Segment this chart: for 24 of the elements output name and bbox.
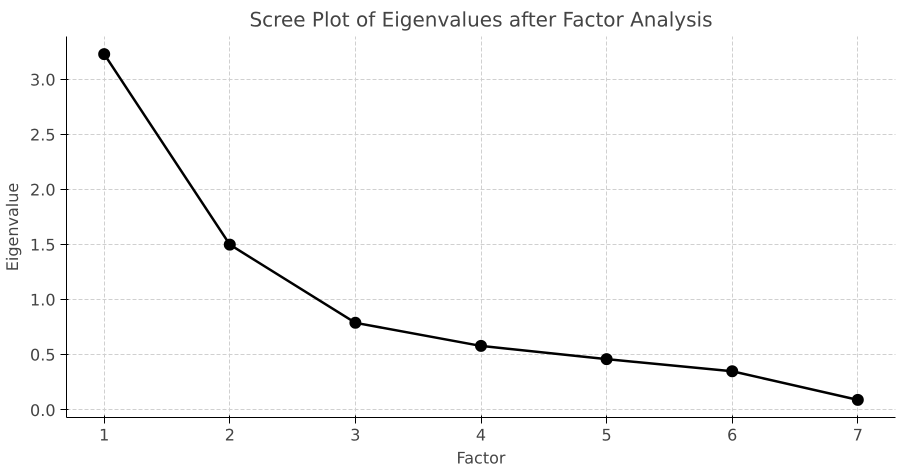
y-tick-label: 1.0 <box>30 290 56 310</box>
x-tick-label: 5 <box>602 426 612 444</box>
point <box>600 353 613 366</box>
x-tick-label: 3 <box>350 426 360 444</box>
point <box>475 340 487 352</box>
y-tick-label: 2.0 <box>30 180 56 200</box>
y-tick-label: 3.0 <box>30 70 56 90</box>
point <box>349 316 362 329</box>
y-tick-label: 1.5 <box>30 236 56 255</box>
point <box>726 365 738 378</box>
y-tick-label: 0.0 <box>30 400 56 420</box>
y-tick-label: 2.5 <box>30 126 56 145</box>
y-tick-label: 0.5 <box>30 346 56 365</box>
point <box>98 48 110 60</box>
x-tick-label: 4 <box>476 426 486 444</box>
point <box>852 394 864 406</box>
y-axis-title: Eigenvalue <box>3 182 22 272</box>
point <box>224 238 236 251</box>
x-tick-label: 7 <box>852 426 863 444</box>
x-tick-label: 2 <box>224 426 235 444</box>
x-tick-label: 1 <box>99 426 110 444</box>
x-axis-title: Factor <box>456 448 506 468</box>
x-tick-label: 6 <box>727 426 738 444</box>
chart-title: Scree Plot of Eigenvalues after Factor Analysis <box>249 8 713 32</box>
